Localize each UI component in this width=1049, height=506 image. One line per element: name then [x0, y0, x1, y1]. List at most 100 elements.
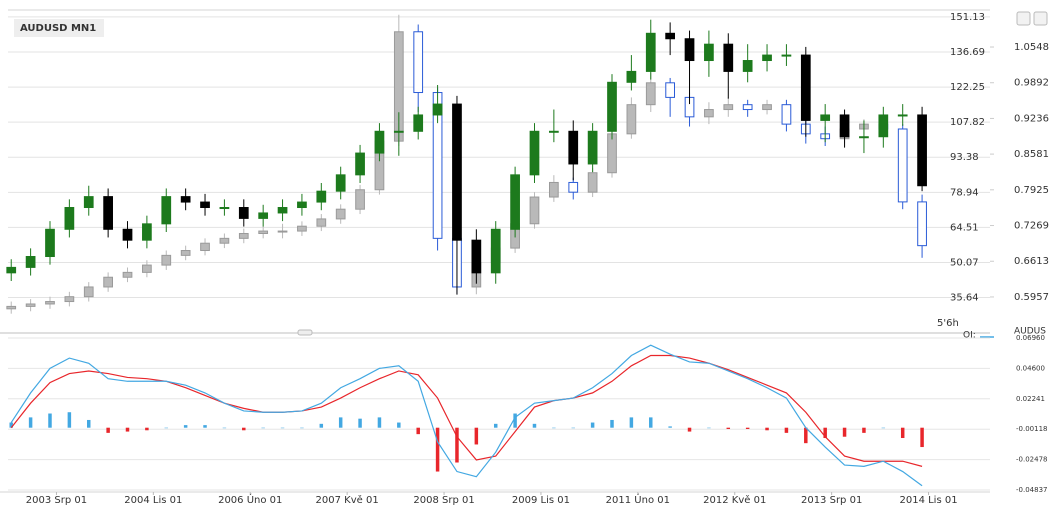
candle-body [25, 303, 36, 307]
y-tick-label: 35.64 [950, 293, 979, 304]
candle-body [297, 201, 307, 209]
candle-body [897, 128, 908, 203]
candle-body [704, 43, 714, 62]
candle-body [374, 130, 385, 154]
candle-body [64, 207, 75, 230]
candle-body [626, 104, 637, 135]
histogram-bar [67, 412, 72, 428]
y-tick-label: -0.04837 [1016, 486, 1047, 494]
x-tick-label: 2014 Lis 01 [899, 495, 957, 506]
histogram-bar [416, 427, 420, 435]
y2-tick-label: 0.7269 [1014, 221, 1049, 232]
candle-body [704, 109, 714, 118]
candle-body [510, 174, 520, 230]
candle-body [626, 70, 637, 83]
candle-body [25, 256, 36, 268]
x-tick-label: 2008 Srp 01 [413, 495, 474, 506]
candle-body [335, 208, 346, 220]
x-tick-label: 2006 Úno 01 [218, 493, 282, 506]
edit-button[interactable] [1016, 11, 1031, 26]
candle-body [64, 296, 75, 303]
candle-body [277, 230, 288, 233]
candle-body [6, 305, 17, 310]
candle-body [219, 207, 230, 210]
candle-body [684, 38, 695, 62]
candle-body [180, 250, 191, 256]
histogram-bar [513, 413, 517, 428]
candle-body [742, 60, 753, 72]
candle-body [665, 32, 676, 40]
candle-body [238, 207, 249, 219]
candle-body [529, 196, 540, 225]
candle-body [219, 237, 230, 244]
candle-body [568, 181, 579, 193]
histogram-bar [649, 417, 653, 428]
histogram-bar [707, 427, 711, 429]
legend-label: OI: [963, 331, 976, 341]
candle-body [122, 228, 133, 241]
candle-body [781, 54, 792, 57]
y2-tick-label: 0.9892 [1014, 78, 1049, 89]
y-tick-label: -0.00118 [1016, 425, 1047, 433]
candle-body [335, 174, 346, 192]
histogram-bar [610, 419, 614, 428]
separator-handle[interactable] [297, 329, 313, 336]
histogram-bar [125, 427, 130, 432]
candle-body [762, 54, 772, 62]
candle-body [83, 286, 94, 298]
candle-body [316, 190, 327, 203]
histogram-bar [203, 425, 207, 428]
candle-body [917, 114, 927, 187]
histogram-bar [435, 427, 440, 472]
candle-body [103, 276, 113, 288]
candle-body [490, 228, 501, 274]
candle-body [665, 82, 676, 98]
histogram-bar [804, 427, 808, 444]
histogram-bar [493, 423, 498, 428]
histogram-bar [9, 422, 13, 428]
x-tick-label: 2013 Srp 01 [801, 495, 862, 506]
histogram-bar [242, 427, 246, 431]
y-tick-label: -0.02478 [1016, 456, 1047, 464]
candle-body [258, 230, 269, 234]
histogram-bar [164, 427, 169, 429]
candle-body [45, 228, 55, 258]
candle-body [122, 271, 133, 278]
title-box [14, 19, 104, 37]
candle-body [452, 103, 462, 241]
y2-tick-label: 0.7925 [1014, 185, 1049, 196]
chart-title: AUDUSD MN1 [20, 23, 96, 34]
histogram-bar [106, 427, 110, 433]
y2-tick-label: 1.0548 [1014, 42, 1049, 53]
candle-body [6, 266, 17, 274]
histogram-bar [590, 422, 595, 428]
candle-body [762, 104, 772, 111]
candle-body [607, 133, 617, 174]
candle-body [277, 207, 288, 214]
settings-button[interactable] [1033, 11, 1048, 26]
histogram-bar [261, 427, 265, 429]
x-tick-label: 2003 Srp 01 [26, 495, 87, 506]
histogram-bar [784, 427, 789, 433]
x-tick-label: 2004 Lis 01 [124, 495, 182, 506]
candle-body [723, 43, 734, 72]
x-tick-label: 2011 Úno 01 [606, 493, 670, 506]
histogram-bar [28, 417, 33, 428]
y-tick-label: 0.02241 [1016, 395, 1045, 403]
candle-body [800, 54, 811, 121]
y-tick-label: 64.51 [950, 222, 979, 233]
candle-body [568, 130, 579, 165]
candle-body [742, 104, 753, 111]
histogram-bar [145, 427, 149, 431]
histogram-bar [765, 427, 769, 431]
histogram-bar [300, 427, 304, 429]
histogram-bar [726, 427, 731, 429]
candle-body [161, 254, 172, 266]
candle-body [200, 201, 210, 209]
macd-line [10, 344, 923, 487]
legend-label: AUDUS [1014, 327, 1046, 337]
y-tick-label: 0.06960 [1016, 334, 1045, 342]
y-tick-label: 0.04600 [1016, 364, 1045, 372]
